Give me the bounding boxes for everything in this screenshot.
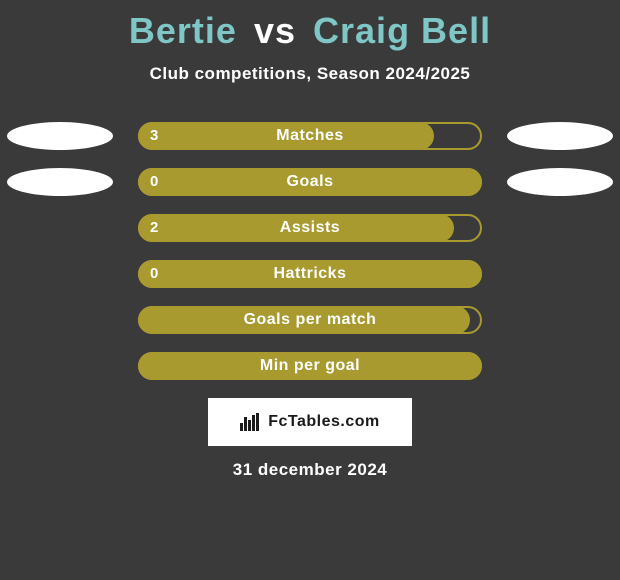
footer-brand-text: FcTables.com [268,413,380,431]
stat-value-left: 0 [150,260,158,288]
stat-row: Matches3 [0,122,620,150]
stat-label: Min per goal [0,352,620,380]
subtitle: Club competitions, Season 2024/2025 [0,64,620,84]
bar-chart-icon [240,413,262,431]
player2-name: Craig Bell [313,10,491,51]
stat-row: Goals per match [0,306,620,334]
stat-row: Goals0 [0,168,620,196]
stat-row: Assists2 [0,214,620,242]
stat-label: Matches [0,122,620,150]
stat-label: Hattricks [0,260,620,288]
stat-label: Assists [0,214,620,242]
stat-row: Hattricks0 [0,260,620,288]
vs-text: vs [254,10,296,51]
date-text: 31 december 2024 [0,460,620,480]
stat-value-left: 0 [150,168,158,196]
stat-value-left: 2 [150,214,158,242]
footer-badge: FcTables.com [208,398,412,446]
comparison-title: Bertie vs Craig Bell [0,0,620,52]
stat-label: Goals [0,168,620,196]
stat-value-left: 3 [150,122,158,150]
stat-label: Goals per match [0,306,620,334]
player1-name: Bertie [129,10,237,51]
stat-row: Min per goal [0,352,620,380]
stats-area: Matches3Goals0Assists2Hattricks0Goals pe… [0,122,620,380]
